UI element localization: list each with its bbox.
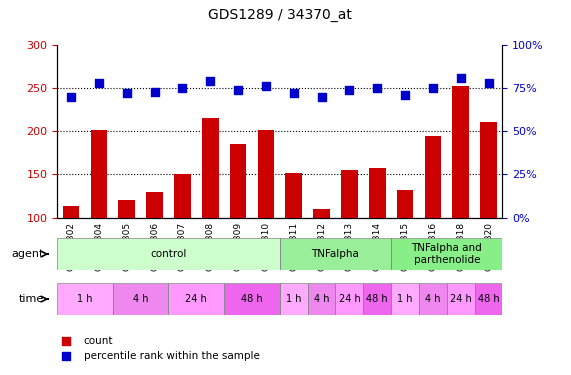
Bar [174, 174, 191, 304]
Point [289, 90, 298, 96]
Bar [63, 206, 79, 304]
Bar [425, 136, 441, 304]
FancyBboxPatch shape [113, 283, 168, 315]
Point [373, 85, 382, 91]
Text: 48 h: 48 h [241, 294, 263, 304]
FancyBboxPatch shape [391, 238, 502, 270]
Point [234, 87, 243, 93]
Point [456, 75, 465, 81]
Text: agent: agent [11, 249, 44, 259]
Bar [118, 200, 135, 304]
Point [356, 107, 365, 113]
Point [66, 94, 75, 100]
Text: time: time [18, 294, 44, 304]
FancyBboxPatch shape [280, 238, 391, 270]
Bar [202, 118, 219, 304]
Text: GDS1289 / 34370_at: GDS1289 / 34370_at [208, 9, 352, 22]
Bar [397, 190, 413, 304]
Bar [258, 129, 274, 304]
Text: percentile rank within the sample: percentile rank within the sample [84, 351, 260, 361]
Point [150, 88, 159, 94]
Bar [369, 168, 385, 304]
Bar [341, 170, 357, 304]
FancyBboxPatch shape [57, 283, 113, 315]
FancyBboxPatch shape [308, 283, 336, 315]
FancyBboxPatch shape [168, 283, 224, 315]
Text: 1 h: 1 h [397, 294, 413, 304]
Point [317, 94, 326, 100]
Text: 48 h: 48 h [478, 294, 500, 304]
FancyBboxPatch shape [224, 283, 280, 315]
FancyBboxPatch shape [363, 283, 391, 315]
Point [345, 87, 354, 93]
Point [178, 85, 187, 91]
Text: 4 h: 4 h [314, 294, 329, 304]
Bar [313, 209, 330, 304]
Point [484, 80, 493, 86]
Text: 24 h: 24 h [339, 294, 360, 304]
Text: 1 h: 1 h [286, 294, 301, 304]
Text: 1 h: 1 h [77, 294, 93, 304]
FancyBboxPatch shape [391, 283, 419, 315]
Point [206, 78, 215, 84]
FancyBboxPatch shape [447, 283, 475, 315]
Point [262, 83, 271, 89]
Text: 24 h: 24 h [186, 294, 207, 304]
FancyBboxPatch shape [475, 283, 502, 315]
Bar [230, 144, 247, 304]
Text: control: control [150, 249, 187, 259]
Point [356, 243, 365, 249]
Point [122, 90, 131, 96]
Bar [480, 122, 497, 304]
Bar [90, 130, 107, 304]
Point [428, 85, 437, 91]
Text: count: count [84, 336, 113, 346]
FancyBboxPatch shape [57, 238, 280, 270]
FancyBboxPatch shape [419, 283, 447, 315]
Text: 48 h: 48 h [367, 294, 388, 304]
Bar [146, 192, 163, 304]
Bar [286, 172, 302, 304]
Text: 4 h: 4 h [425, 294, 441, 304]
Text: 24 h: 24 h [450, 294, 472, 304]
Text: TNFalpha: TNFalpha [312, 249, 359, 259]
Bar [452, 86, 469, 304]
Point [400, 92, 409, 98]
FancyBboxPatch shape [336, 283, 363, 315]
Text: 4 h: 4 h [133, 294, 148, 304]
FancyBboxPatch shape [280, 283, 308, 315]
Point [94, 80, 103, 86]
Text: TNFalpha and
parthenolide: TNFalpha and parthenolide [412, 243, 482, 265]
